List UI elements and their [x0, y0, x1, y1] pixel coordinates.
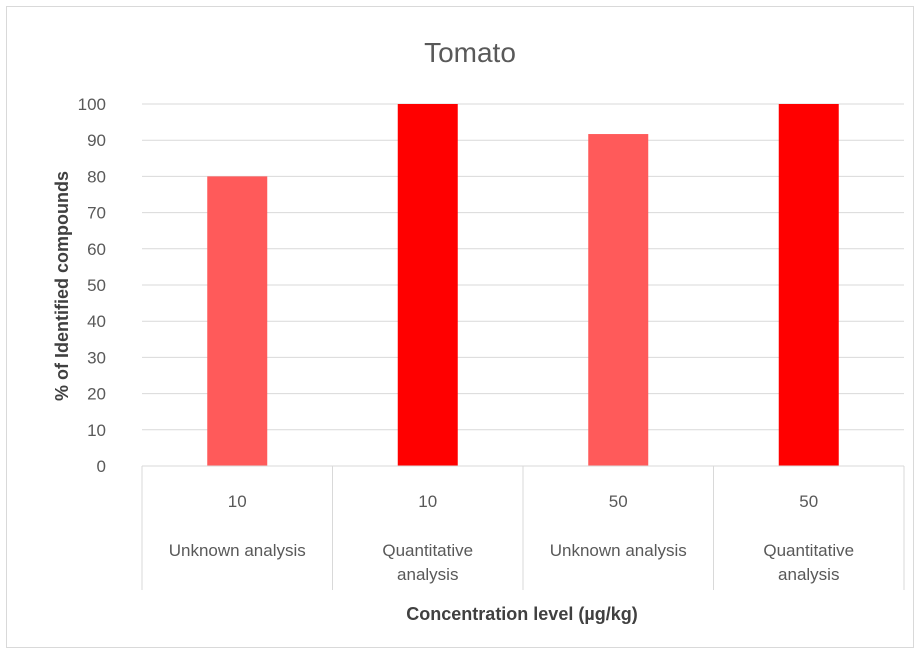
bar	[778, 104, 839, 466]
y-tick-label: 40	[87, 312, 106, 331]
y-tick-label: 80	[87, 167, 106, 186]
bars	[207, 104, 839, 466]
x-axis: 10 Unknown analysis 10 Quantitative analysis…	[141, 465, 905, 590]
chart-frame	[6, 6, 914, 648]
x-tick-label: Quantitative	[763, 541, 854, 560]
y-axis-ticks: 0 10 20 30 40 50 60 70 80 90 100	[78, 95, 106, 476]
y-tick-label: 20	[87, 385, 106, 404]
x-tick-label: analysis	[397, 565, 458, 584]
y-tick-label: 50	[87, 276, 106, 295]
y-tick-label: 30	[87, 348, 106, 367]
bar	[207, 176, 268, 466]
y-tick-label: 90	[87, 131, 106, 150]
x-tick-level: 50	[609, 492, 628, 511]
x-tick-label: Unknown analysis	[169, 541, 306, 560]
y-tick-label: 60	[87, 240, 106, 259]
bar	[588, 134, 649, 466]
y-axis-title: % of Identified compounds	[52, 171, 72, 401]
x-tick-label: Quantitative	[382, 541, 473, 560]
y-tick-label: 10	[87, 421, 106, 440]
x-tick-level: 10	[228, 492, 247, 511]
y-tick-label: 0	[97, 457, 106, 476]
x-tick-label: Unknown analysis	[550, 541, 687, 560]
y-tick-label: 100	[78, 95, 106, 114]
x-tick-level: 50	[799, 492, 818, 511]
x-tick-level: 10	[418, 492, 437, 511]
x-tick-label: analysis	[778, 565, 839, 584]
bar	[397, 104, 458, 466]
y-tick-label: 70	[87, 204, 106, 223]
chart-title: Tomato	[424, 37, 516, 68]
x-axis-title: Concentration level (µg/kg)	[406, 604, 637, 624]
